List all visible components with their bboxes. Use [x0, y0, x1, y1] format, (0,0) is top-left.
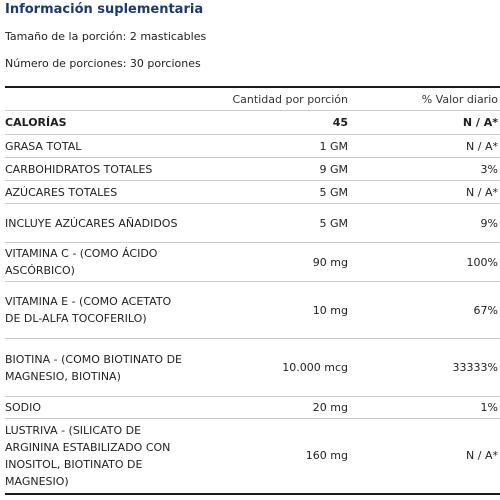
row-name: GRASA TOTAL [5, 139, 82, 153]
table-row: SODIO 20 mg 1% [5, 397, 500, 419]
table-row: LUSTRIVA - (SILICATO DE ARGININA ESTABIL… [5, 419, 500, 494]
table-row: CALORÍAS 45 N / A* [5, 111, 500, 135]
serving-size: Tamaño de la porción: 2 masticables [5, 30, 207, 43]
row-dv: 3% [480, 162, 498, 176]
table-header-row: Cantidad por porción % Valor diario [5, 88, 500, 111]
row-amount: 160 mg [305, 449, 348, 463]
row-dv: N / A* [462, 116, 498, 129]
table-row: INCLUYE AZÚCARES AÑADIDOS 5 GM 9% [5, 204, 500, 243]
row-dv: N / A* [466, 139, 498, 153]
table-row: VITAMINA E - (COMO ACETATO DE DL-ALFA TO… [5, 282, 500, 339]
table-row: BIOTINA - (COMO BIOTINATO DE MAGNESIO, B… [5, 339, 500, 397]
row-amount: 5 GM [319, 216, 348, 230]
header-amount: Cantidad por porción [232, 92, 349, 106]
table-row: VITAMINA C - (COMO ÁCIDO ASCÓRBICO) 90 m… [5, 243, 500, 282]
row-amount: 90 mg [312, 255, 348, 269]
panel-title: Información suplementaria [5, 2, 204, 17]
row-name: VITAMINA E - (COMO ACETATO DE DL-ALFA TO… [5, 295, 172, 325]
row-dv: 1% [480, 401, 498, 414]
row-name: CARBOHIDRATOS TOTALES [5, 162, 153, 176]
row-dv: 100% [466, 255, 498, 269]
row-dv: 33333% [452, 361, 498, 374]
table-row: GRASA TOTAL 1 GM N / A* [5, 135, 500, 158]
table-row: AZÚCARES TOTALES 5 GM N / A* [5, 181, 500, 204]
row-name: LUSTRIVA - (SILICATO DE ARGININA ESTABIL… [5, 423, 171, 488]
top-rule [5, 86, 500, 88]
servings-per-container: Número de porciones: 30 porciones [5, 57, 201, 70]
row-amount: 5 GM [319, 185, 348, 199]
row-name: AZÚCARES TOTALES [5, 185, 118, 199]
row-name: CALORÍAS [5, 116, 67, 129]
row-amount: 20 mg [312, 401, 348, 414]
row-dv: N / A* [466, 449, 498, 463]
row-amount: 45 [332, 116, 348, 129]
nutrition-table: Cantidad por porción % Valor diario CALO… [5, 88, 500, 495]
row-dv: 9% [480, 216, 498, 230]
row-amount: 1 GM [319, 139, 348, 153]
row-amount: 10 mg [312, 303, 348, 317]
table-row: CARBOHIDRATOS TOTALES 9 GM 3% [5, 158, 500, 181]
row-dv: 67% [473, 303, 498, 317]
header-daily-value: % Valor diario [421, 92, 498, 106]
row-name: SODIO [5, 401, 42, 414]
row-dv: N / A* [466, 185, 498, 199]
row-amount: 10.000 mcg [282, 361, 348, 374]
row-name: BIOTINA - (COMO BIOTINATO DE MAGNESIO, B… [5, 352, 183, 383]
header-nutrient [5, 88, 193, 111]
row-name: VITAMINA C - (COMO ÁCIDO ASCÓRBICO) [5, 247, 158, 277]
row-name: INCLUYE AZÚCARES AÑADIDOS [5, 216, 178, 230]
row-amount: 9 GM [319, 162, 348, 176]
